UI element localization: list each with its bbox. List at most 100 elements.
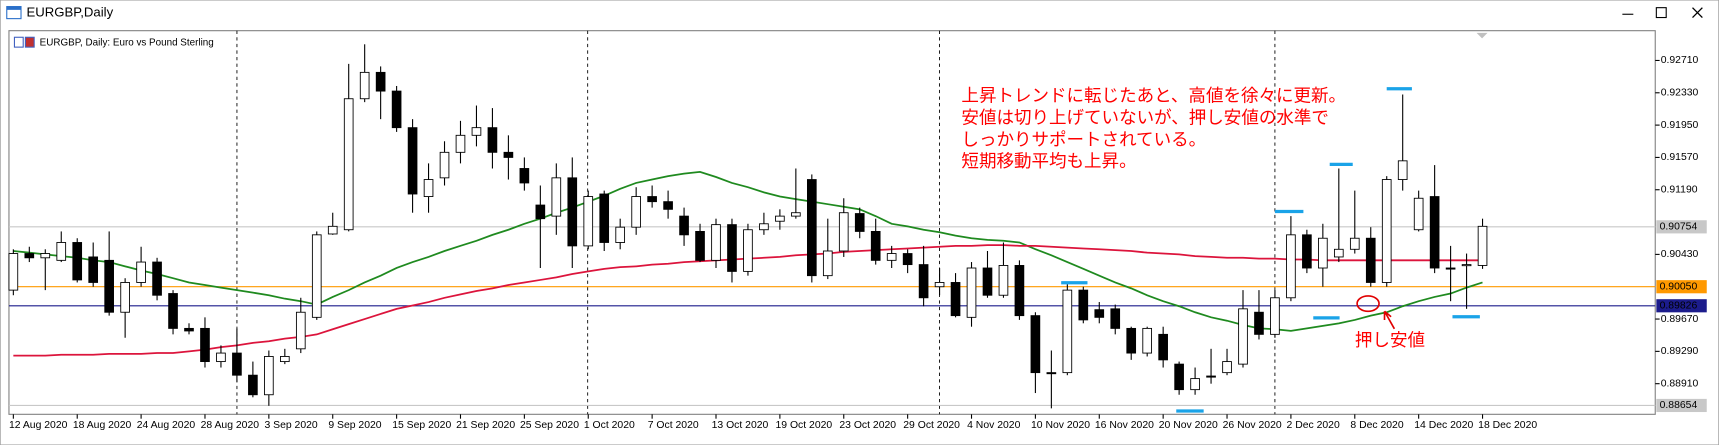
x-tick-label: 15 Sep 2020	[392, 420, 451, 431]
candle-body	[1174, 363, 1184, 391]
candle-body	[1222, 361, 1232, 374]
candle-body	[359, 71, 370, 100]
symbol-icon	[24, 36, 35, 48]
candle-body	[934, 282, 945, 288]
candle-body	[950, 282, 961, 317]
candle-body	[295, 311, 306, 350]
y-tick-label: 0.91570	[1661, 152, 1699, 163]
candle-body	[1365, 237, 1376, 283]
price-badge	[1656, 398, 1707, 413]
candle-body	[423, 179, 434, 197]
close-button[interactable]	[1692, 7, 1703, 19]
candle-body	[551, 177, 562, 217]
candle-body	[1238, 308, 1248, 365]
candle-body	[1062, 289, 1073, 374]
candle-body	[1094, 309, 1105, 318]
app-icon-bar	[6, 6, 22, 10]
y-tick-label: 0.91190	[1661, 185, 1698, 196]
x-tick-label: 18 Aug 2020	[73, 420, 132, 431]
y-tick-label: 0.92710	[1661, 55, 1699, 66]
candle-body	[647, 196, 657, 203]
candle-body	[727, 224, 737, 272]
title-bar: EURGBP,Daily	[6, 5, 1703, 20]
candle-body	[535, 204, 546, 220]
candle-body	[567, 177, 578, 247]
x-tick-label: 8 Dec 2020	[1350, 420, 1403, 431]
candle-body	[1413, 197, 1424, 231]
candle-body	[1190, 378, 1200, 391]
candles	[8, 44, 1488, 409]
window-title: EURGBP,Daily	[26, 5, 113, 20]
x-tick-label: 10 Nov 2020	[1031, 420, 1090, 431]
candle-body	[615, 226, 626, 243]
x-tick-label: 4 Nov 2020	[967, 420, 1020, 431]
candle-body	[1318, 237, 1328, 269]
candle-body	[1014, 265, 1025, 317]
candle-body	[136, 261, 146, 283]
price-badge	[1656, 280, 1707, 294]
candle-body	[327, 225, 338, 235]
x-tick-label: 28 Aug 2020	[201, 420, 260, 431]
candle-body	[838, 212, 849, 252]
candle-body	[232, 352, 242, 376]
candle-body	[487, 127, 498, 153]
candle-body	[200, 327, 210, 363]
x-tick-label: 23 Oct 2020	[839, 420, 896, 431]
candle-body	[1381, 179, 1392, 283]
candle-body	[40, 253, 51, 259]
candle-body	[775, 215, 785, 222]
candle-body	[1030, 315, 1041, 374]
x-tick-label: 25 Sep 2020	[520, 420, 579, 431]
candle-body	[8, 253, 19, 291]
x-tick-label: 2 Dec 2020	[1287, 420, 1340, 431]
x-tick-label: 18 Dec 2020	[1478, 420, 1537, 431]
candle-body	[168, 293, 178, 329]
level-markers	[1061, 87, 1480, 413]
maximize-button[interactable]	[1655, 7, 1667, 19]
candle-body	[695, 230, 705, 261]
x-tick-label: 14 Dec 2020	[1414, 420, 1473, 431]
highlight-circle	[1356, 295, 1380, 313]
candle-body	[1142, 327, 1153, 354]
candle-body	[1046, 372, 1057, 375]
candle-body	[1397, 160, 1408, 180]
callout-label: 押し安値	[1355, 331, 1425, 351]
price-badge-label: 0.88654	[1660, 400, 1698, 411]
x-tick-label: 19 Oct 2020	[775, 420, 832, 431]
price-badge-label: 0.90050	[1660, 281, 1698, 292]
y-tick-label: 0.91950	[1661, 120, 1699, 131]
candle-body	[743, 229, 753, 272]
price-badge-label: 0.90754	[1660, 222, 1698, 233]
candle-body	[1445, 267, 1456, 270]
candle-body	[854, 213, 865, 232]
candle-body	[280, 356, 290, 363]
x-tick-label: 9 Sep 2020	[328, 420, 381, 431]
candle-body	[56, 242, 67, 261]
symbol-icon	[13, 36, 24, 48]
annotation-line: 短期移動平均も上昇。	[961, 152, 1136, 172]
candle-body	[711, 224, 721, 261]
candle-body	[918, 264, 929, 299]
x-tick-label: 13 Oct 2020	[712, 420, 769, 431]
x-tick-label: 26 Nov 2020	[1223, 420, 1282, 431]
x-tick-label: 1 Oct 2020	[584, 420, 635, 431]
candle-body	[104, 259, 114, 313]
candle-body	[998, 265, 1009, 296]
chart-subtitle: EURGBP, Daily: Euro vs Pound Sterling	[40, 37, 214, 48]
candle-body	[72, 242, 83, 281]
candle-body	[519, 168, 530, 184]
candle-body	[1158, 333, 1168, 361]
y-tick-label: 0.92330	[1661, 88, 1699, 99]
candle-body	[311, 234, 322, 318]
y-tick-label: 0.89290	[1661, 346, 1699, 357]
y-tick-label: 0.90430	[1661, 249, 1699, 260]
annotation-line: 上昇トレンドに転じたあと、高値を徐々に更新。	[961, 86, 1346, 106]
candle-body	[599, 193, 610, 243]
x-tick-label: 29 Oct 2020	[903, 420, 960, 431]
annotation-line: 安値は切り上げていないが、押し安値の水準で	[961, 108, 1328, 128]
candle-body	[184, 327, 194, 332]
candle-body	[1477, 225, 1488, 266]
candle-body	[407, 127, 418, 195]
candle-body	[1078, 289, 1089, 321]
